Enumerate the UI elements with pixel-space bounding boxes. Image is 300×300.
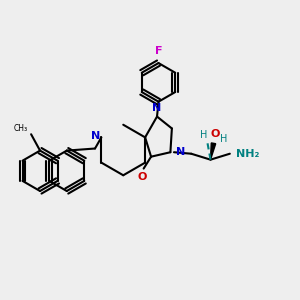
Polygon shape: [211, 143, 216, 160]
Text: N: N: [152, 103, 162, 113]
Text: N: N: [176, 147, 185, 157]
Text: H: H: [220, 134, 227, 144]
Text: CH₃: CH₃: [14, 124, 28, 133]
Text: N: N: [92, 131, 100, 141]
Text: F: F: [155, 46, 162, 56]
Text: NH₂: NH₂: [236, 149, 260, 159]
Text: O: O: [210, 129, 220, 139]
Text: H: H: [200, 130, 207, 140]
Text: O: O: [137, 172, 147, 182]
